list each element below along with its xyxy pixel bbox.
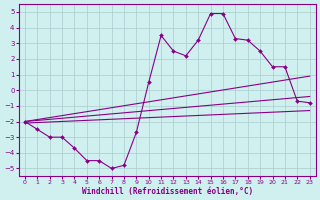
X-axis label: Windchill (Refroidissement éolien,°C): Windchill (Refroidissement éolien,°C) — [82, 187, 253, 196]
